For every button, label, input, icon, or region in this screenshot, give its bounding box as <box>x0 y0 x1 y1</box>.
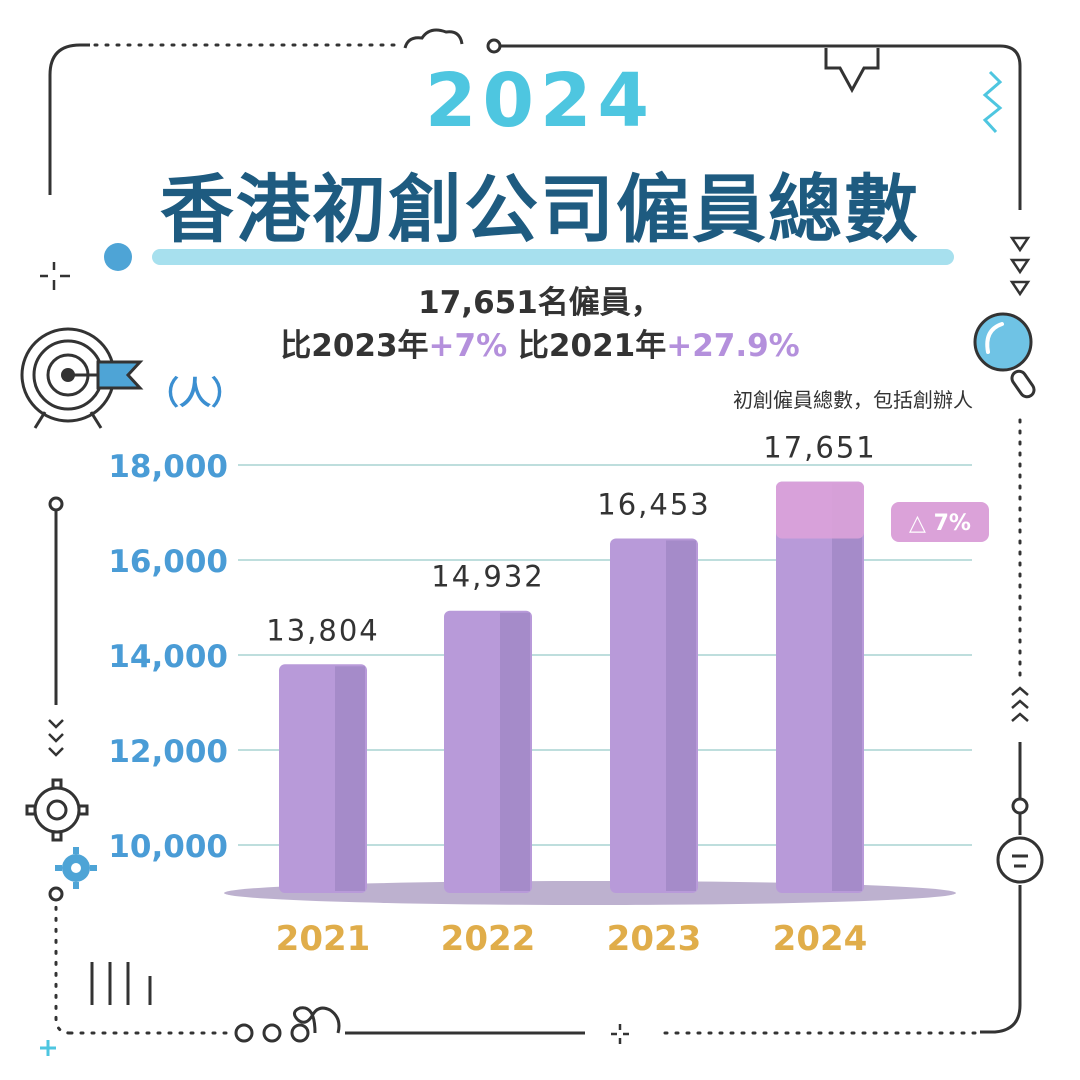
chevron-down-icon <box>48 719 64 757</box>
gear-icon <box>25 778 89 842</box>
bar-shade <box>832 483 862 891</box>
target-leg-right <box>89 411 103 429</box>
dot-icon-blue <box>104 243 132 271</box>
headline-line-2: 比2023年+7% 比2021年+27.9% <box>0 326 1080 366</box>
headline-text-2021: 比2021年 <box>507 328 667 364</box>
arrow-down-icon <box>824 48 880 94</box>
bars-icon <box>90 962 152 1005</box>
chevron-up-icon <box>1011 686 1029 722</box>
data-label: 14,932 <box>431 560 544 594</box>
data-label: 17,651 <box>763 431 876 465</box>
growth-badge <box>891 502 989 542</box>
target-leg-left <box>33 411 47 429</box>
x-tick-label: 2021 <box>276 919 371 959</box>
growth-badge-label: △ 7% <box>909 511 971 536</box>
circle-icon-1 <box>234 1023 254 1043</box>
x-tick-label: 2024 <box>773 919 868 959</box>
bar-growth-highlight <box>776 481 864 539</box>
gear-icon-small <box>55 847 97 889</box>
title-underline <box>152 249 954 265</box>
growth-2023: +7% <box>428 328 508 364</box>
frame-corner-top-right <box>999 44 1022 210</box>
bar-shade <box>666 540 696 891</box>
page-title: 香港初創公司僱員總數 <box>160 167 920 253</box>
x-tick-label: 2022 <box>441 919 536 959</box>
chart-base-shadow <box>224 881 956 905</box>
frame-corner-bottom-right <box>980 885 1022 1034</box>
plus-icon-bottom-left <box>40 1040 56 1056</box>
frame-corner-top-left <box>48 43 90 195</box>
magnifier-highlight <box>985 322 1004 354</box>
frame-corner-bottom-left <box>54 898 72 1035</box>
crosshair-icon-left <box>40 262 70 290</box>
growth-2021: +27.9% <box>666 328 800 364</box>
magnifier-handle <box>1010 369 1036 399</box>
circle-icon-3 <box>290 1023 310 1043</box>
y-tick-label: 14,000 <box>108 639 228 675</box>
bar-shade <box>500 612 530 891</box>
x-tick-label: 2023 <box>607 919 702 959</box>
headline-text-2023: 比2023年 <box>280 328 429 364</box>
crosshair-icon-bottom <box>611 1024 629 1044</box>
data-label: 16,453 <box>597 487 710 521</box>
swirl-icon <box>293 1006 341 1034</box>
circle-icon-2 <box>262 1023 282 1043</box>
arrow-fletching-icon <box>96 360 144 390</box>
headline-line-1: 17,651名僱員， <box>418 285 662 321</box>
chart-note: 初創僱員總數，包括創辦人 <box>733 388 973 412</box>
equals-icon <box>996 836 1044 884</box>
y-tick-label: 16,000 <box>108 544 228 580</box>
data-label: 13,804 <box>266 613 379 647</box>
y-tick-label: 10,000 <box>108 829 228 865</box>
triangle-down-icon <box>1009 236 1031 297</box>
bar-shade <box>335 666 365 891</box>
year-heading: 2024 <box>425 58 655 144</box>
frame-node-icon-left-2 <box>48 886 64 902</box>
zigzag-icon <box>982 70 1003 134</box>
magnifier-icon <box>973 312 1033 372</box>
y-axis-unit-label: （人） <box>147 374 244 412</box>
y-tick-label: 18,000 <box>108 449 228 485</box>
cloud-icon <box>403 28 464 49</box>
y-tick-label: 12,000 <box>108 734 228 770</box>
